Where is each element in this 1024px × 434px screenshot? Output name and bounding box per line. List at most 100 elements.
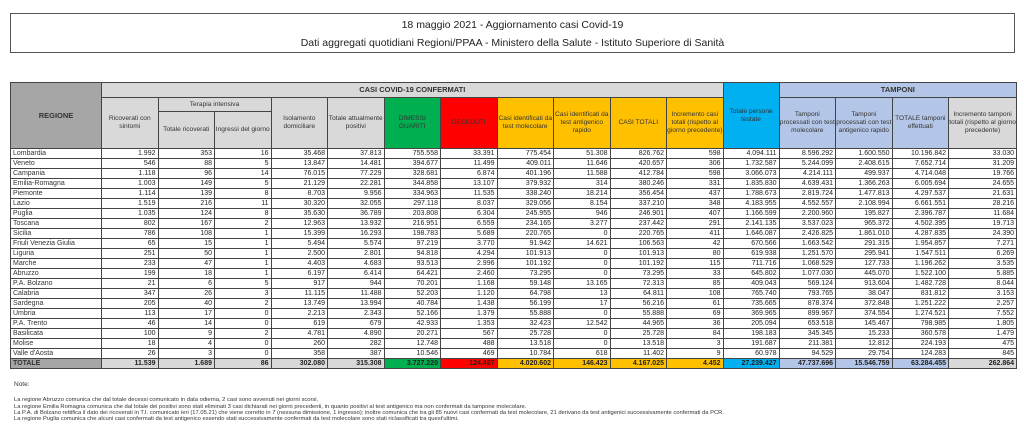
value-cell: 64.798 bbox=[496, 288, 554, 299]
value-cell: 2 bbox=[214, 218, 272, 229]
value-cell: 42 bbox=[666, 238, 724, 249]
value-cell: 47.737.696 bbox=[778, 358, 837, 369]
value-cell: 6.269 bbox=[948, 248, 1018, 259]
table-row: Toscana 802 167 2 12.963 13.932 216.951 6.559 23… bbox=[10, 218, 1018, 229]
value-cell: 793.765 bbox=[778, 288, 837, 299]
value-cell: 1.992 bbox=[101, 148, 159, 159]
value-cell: 1 bbox=[214, 258, 272, 269]
value-cell: 26 bbox=[157, 288, 215, 299]
value-cell: 21.129 bbox=[270, 178, 328, 189]
value-cell: 1.861.010 bbox=[835, 228, 893, 239]
value-cell: 3 bbox=[157, 348, 215, 359]
value-cell: 52.203 bbox=[383, 288, 441, 299]
value-cell: 149 bbox=[157, 178, 215, 189]
value-cell: 16 bbox=[214, 148, 272, 159]
value-cell: 195.827 bbox=[835, 208, 893, 219]
value-cell: 1.353 bbox=[440, 318, 498, 329]
value-cell: 94.529 bbox=[778, 348, 837, 359]
value-cell: 8.037 bbox=[440, 198, 498, 209]
value-cell: 19.713 bbox=[948, 218, 1018, 229]
value-cell: 145.467 bbox=[835, 318, 893, 329]
value-cell: 407 bbox=[666, 208, 724, 219]
value-cell: 2 bbox=[214, 328, 272, 339]
value-cell: 1.379 bbox=[440, 308, 498, 319]
value-cell: 2.819.724 bbox=[778, 188, 837, 199]
value-cell: 85 bbox=[666, 278, 724, 289]
value-cell: 191.687 bbox=[722, 338, 780, 349]
value-cell: 1.663.542 bbox=[778, 238, 837, 249]
value-cell: 18.214 bbox=[553, 188, 611, 199]
value-cell: 15.546.759 bbox=[835, 358, 893, 369]
value-cell: 86 bbox=[214, 358, 272, 369]
value-cell: 328.681 bbox=[383, 168, 441, 179]
value-cell: 69 bbox=[666, 308, 724, 319]
note-line: La regione Emilia Romagna comunica che d… bbox=[14, 403, 527, 410]
value-cell: 84 bbox=[666, 328, 724, 339]
value-cell: 3.535 bbox=[948, 258, 1018, 269]
value-cell: 21.631 bbox=[948, 188, 1018, 199]
value-cell: 4.167.025 bbox=[609, 358, 667, 369]
value-cell: 139 bbox=[157, 188, 215, 199]
value-cell: 0 bbox=[553, 308, 611, 319]
value-cell: 262.864 bbox=[948, 358, 1018, 369]
value-cell: 845 bbox=[948, 348, 1018, 359]
header-deceduti: DECEDUTI bbox=[440, 97, 498, 149]
value-cell: 56.199 bbox=[496, 298, 554, 309]
value-cell: 1.366.263 bbox=[835, 178, 893, 189]
value-cell: 798.985 bbox=[891, 318, 950, 329]
value-cell: 96 bbox=[157, 168, 215, 179]
value-cell: 220.765 bbox=[496, 228, 554, 239]
page-title: 18 maggio 2021 - Aggiornamento casi Covi… bbox=[401, 19, 624, 31]
value-cell: 3.727.220 bbox=[383, 358, 441, 369]
value-cell: 5.885 bbox=[948, 268, 1018, 279]
value-cell: 73.295 bbox=[609, 268, 667, 279]
value-cell: 63.284.455 bbox=[891, 358, 950, 369]
value-cell: 50 bbox=[157, 248, 215, 259]
value-cell: 115 bbox=[666, 258, 724, 269]
value-cell: 0 bbox=[553, 228, 611, 239]
table-row: Sardegna 205 40 2 13.749 13.994 40.784 1.438 56.… bbox=[10, 298, 1018, 309]
value-cell: 146.423 bbox=[553, 358, 611, 369]
region-cell: Lombardia bbox=[10, 148, 102, 159]
value-cell: 387 bbox=[327, 348, 385, 359]
table-row: P.A. Bolzano 21 6 5 917 944 70.201 1.168 59.148 1… bbox=[10, 278, 1018, 289]
region-cell: Valle d'Aosta bbox=[10, 348, 102, 359]
value-cell: 13.749 bbox=[270, 298, 328, 309]
value-cell: 619.938 bbox=[722, 248, 780, 259]
value-cell: 17 bbox=[553, 298, 611, 309]
header-terapia-intensiva: Terapia intensiva bbox=[157, 97, 272, 112]
value-cell: 32.423 bbox=[496, 318, 554, 329]
value-cell: 394.677 bbox=[383, 158, 441, 169]
value-cell: 4 bbox=[157, 338, 215, 349]
value-cell: 14.621 bbox=[553, 238, 611, 249]
value-cell: 106.563 bbox=[609, 238, 667, 249]
value-cell: 2.408.615 bbox=[835, 158, 893, 169]
header-attualmente-positivi: Totale attualmente positivi bbox=[327, 97, 385, 149]
value-cell: 1.477.813 bbox=[835, 188, 893, 199]
value-cell: 0 bbox=[214, 348, 272, 359]
notes: Note: La regione Abruzzo comunica che da… bbox=[14, 381, 724, 422]
region-cell: Sardegna bbox=[10, 298, 102, 309]
value-cell: 409.043 bbox=[722, 278, 780, 289]
value-cell: 17 bbox=[157, 308, 215, 319]
header-casi-antigenico: Casi identificati da test antigenico rap… bbox=[553, 97, 611, 149]
value-cell: 11.488 bbox=[327, 288, 385, 299]
region-cell: Molise bbox=[10, 338, 102, 349]
covid-data-table: REGIONE CASI COVID-19 CONFERMATI Totale … bbox=[10, 82, 1018, 369]
notes-label: Note: bbox=[14, 381, 30, 388]
value-cell: 329.056 bbox=[496, 198, 554, 209]
table-row: P.A. Trento 46 14 0 619 679 42.933 1.353 32.423 1… bbox=[10, 318, 1018, 329]
value-cell: 9 bbox=[666, 348, 724, 359]
value-cell: 1.438 bbox=[440, 298, 498, 309]
value-cell: 8 bbox=[214, 208, 272, 219]
value-cell: 25.728 bbox=[609, 328, 667, 339]
region-cell: Piemonte bbox=[10, 188, 102, 199]
value-cell: 4.714.048 bbox=[891, 168, 950, 179]
value-cell: 3.153 bbox=[948, 288, 1018, 299]
value-cell: 24.390 bbox=[948, 228, 1018, 239]
value-cell: 944 bbox=[327, 278, 385, 289]
value-cell: 475 bbox=[948, 338, 1018, 349]
region-cell: Basilicata bbox=[10, 328, 102, 339]
value-cell: 33 bbox=[666, 268, 724, 279]
value-cell: 35.468 bbox=[270, 148, 328, 159]
